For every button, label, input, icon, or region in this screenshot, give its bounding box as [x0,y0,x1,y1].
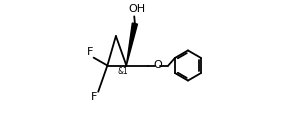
Text: F: F [91,92,97,102]
Text: OH: OH [128,4,145,14]
Text: &1: &1 [117,67,128,76]
Polygon shape [126,23,137,66]
Text: O: O [153,61,162,70]
Text: F: F [87,47,94,57]
